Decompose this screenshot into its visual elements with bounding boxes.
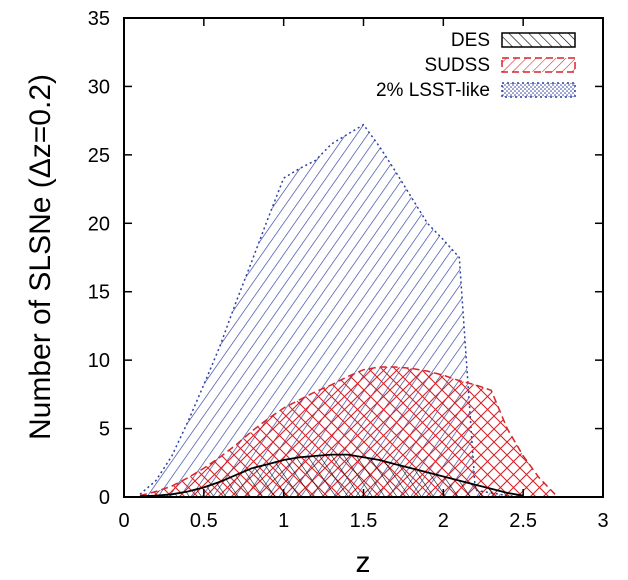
- y-tick-label: 0: [99, 487, 110, 509]
- legend-label-2-lsst-like: 2% LSST-like: [376, 80, 490, 101]
- x-tick-label: 2.5: [509, 510, 537, 532]
- x-tick-label: 0.5: [190, 510, 218, 532]
- y-tick-label: 10: [88, 350, 110, 372]
- y-tick-label: 5: [99, 419, 110, 441]
- y-tick-label: 20: [88, 213, 110, 235]
- y-tick-label: 35: [88, 8, 110, 30]
- legend-label-des: DES: [451, 30, 490, 51]
- x-tick-label: 1.5: [350, 510, 378, 532]
- legend-swatch-sudss: [501, 57, 576, 73]
- series-des: [139, 453, 524, 497]
- legend-item-des: DES: [451, 30, 576, 51]
- x-tick-label: 0: [118, 510, 129, 532]
- x-tick-label: 3: [597, 510, 608, 532]
- legend-swatch-des: [501, 32, 576, 48]
- y-axis-title: Number of SLSNe (Δz=0.2): [24, 74, 57, 440]
- legend-swatch-2-lsst-like: [501, 82, 576, 98]
- legend-item-sudss: SUDSS: [425, 55, 576, 76]
- y-tick-label: 25: [88, 145, 110, 167]
- legend-item-2-lsst-like: 2% LSST-like: [376, 80, 576, 101]
- y-tick-label: 15: [88, 282, 110, 304]
- x-tick-label: 1: [278, 510, 289, 532]
- x-tick-label: 2: [438, 510, 449, 532]
- legend: DES SUDSS 2% LSST-like: [376, 30, 576, 101]
- series-layer: [139, 123, 556, 497]
- legend-label-sudss: SUDSS: [425, 55, 490, 76]
- x-axis-title: z: [356, 546, 371, 579]
- series-sudss: [139, 366, 556, 497]
- series-area-des: [140, 454, 524, 497]
- y-tick-label: 30: [88, 76, 110, 98]
- series-area-sudss: [140, 367, 556, 497]
